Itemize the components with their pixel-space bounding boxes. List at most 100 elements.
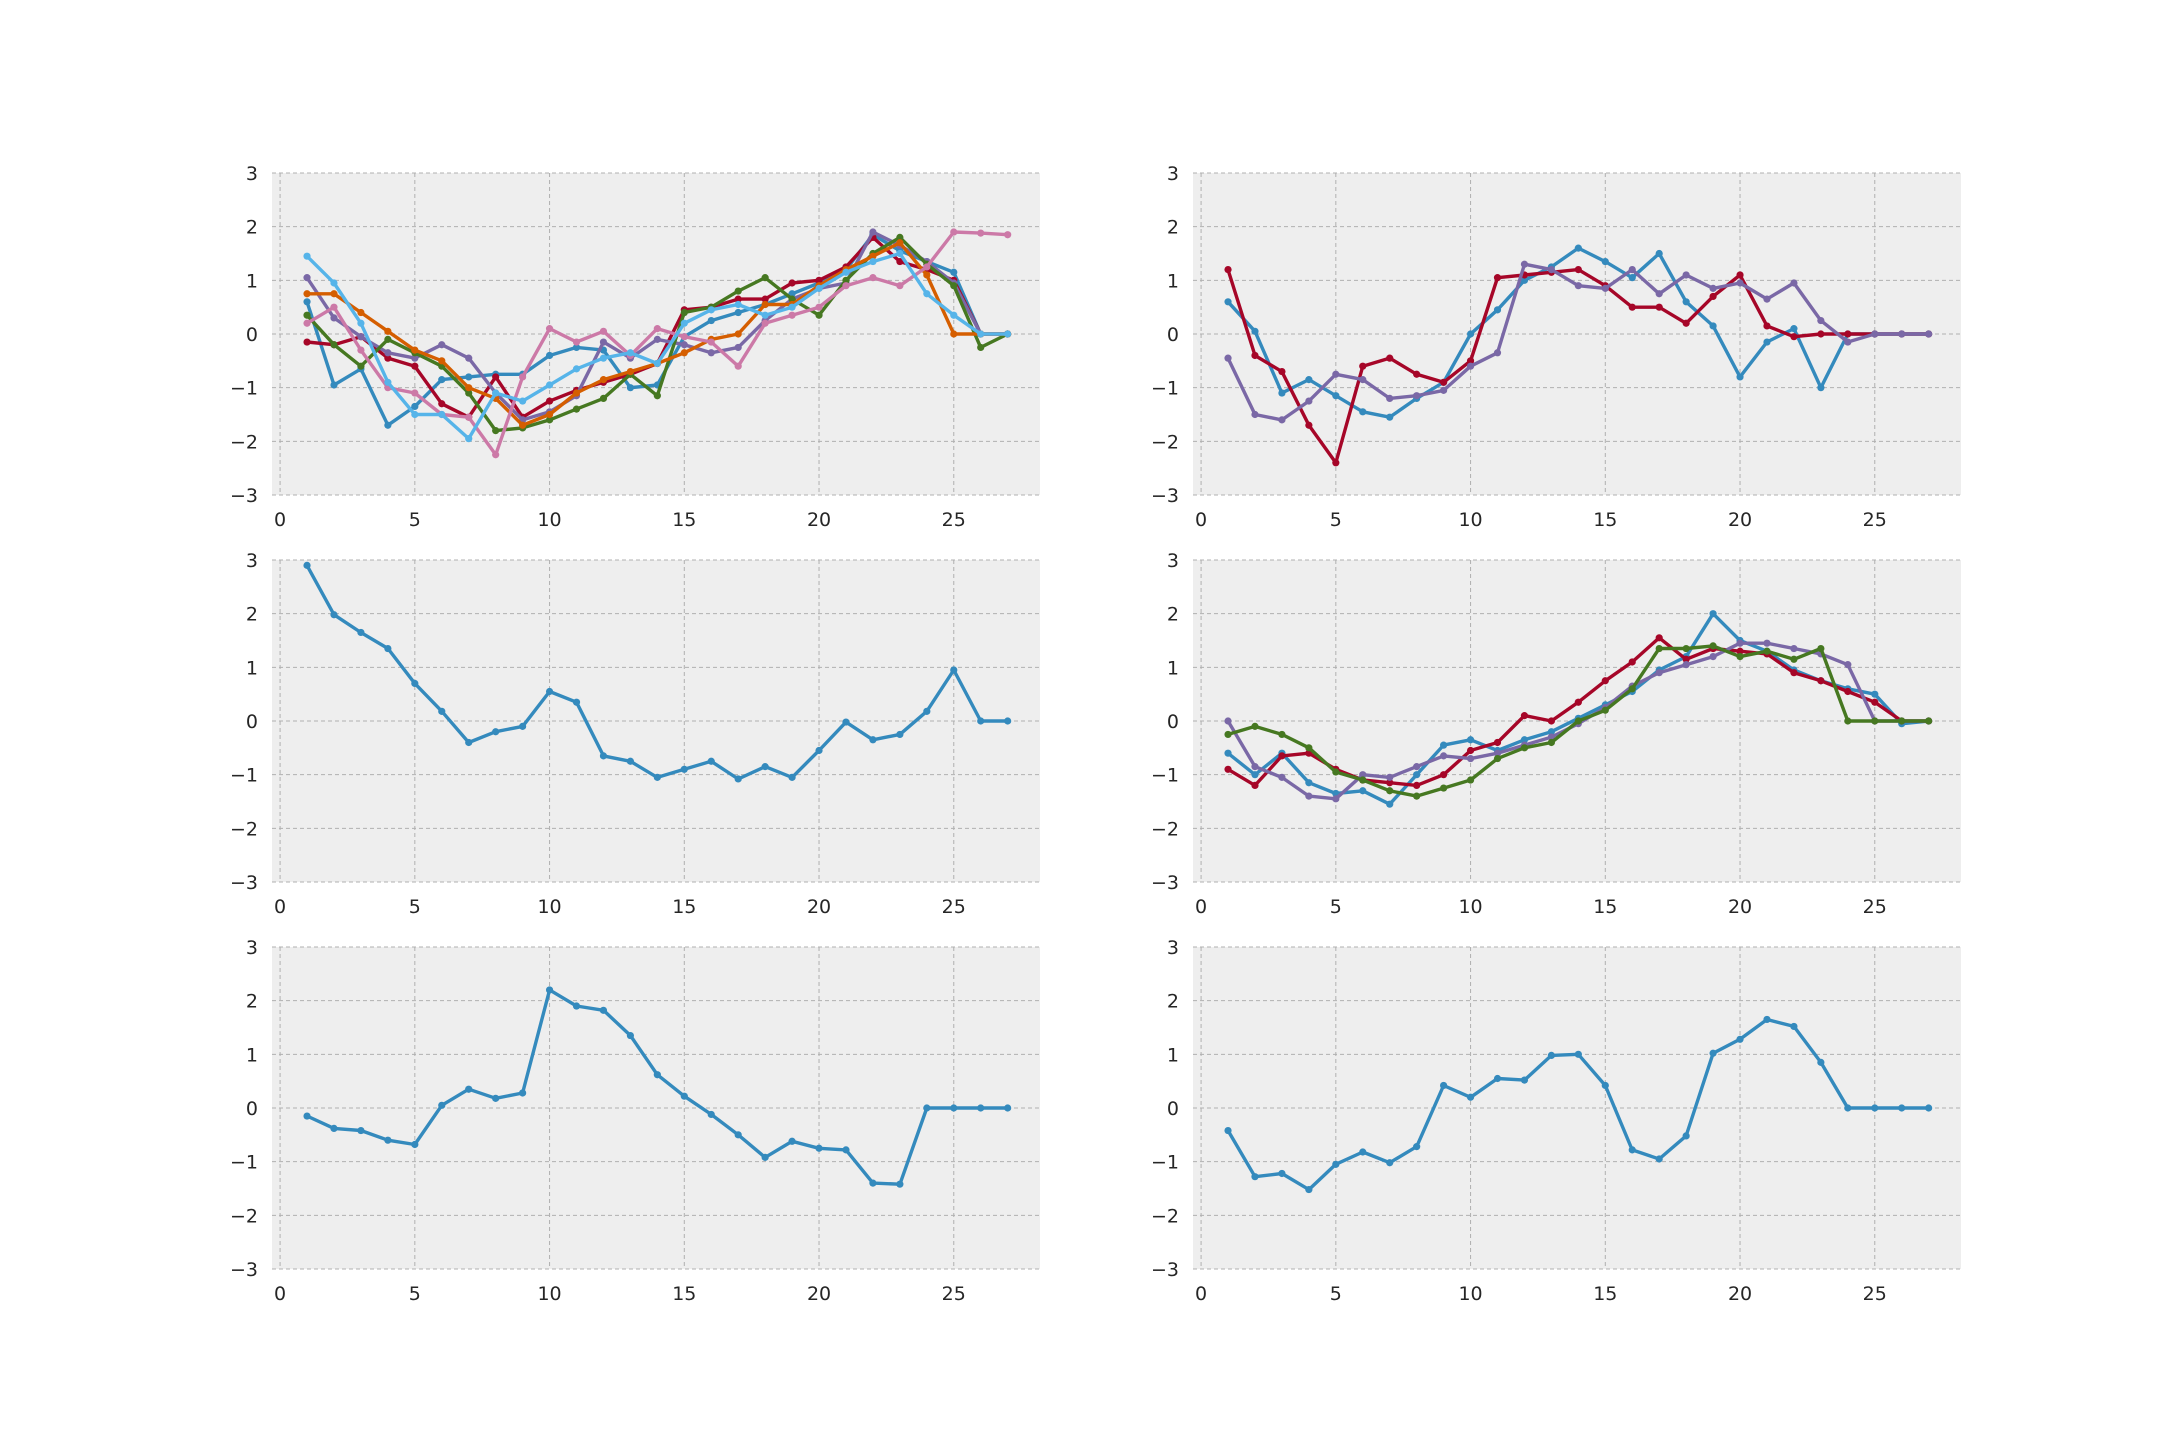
series-3-point [1736,279,1744,287]
series-1-point [950,268,958,276]
series-4-point [950,282,958,290]
series-1-point [653,773,661,781]
y-tick-label: 3 [246,550,258,572]
series-1-point [1655,249,1663,258]
x-tick-label: 5 [409,509,421,531]
series-3-point [1359,771,1367,779]
series-2-point [1440,771,1448,779]
series-1-point [788,773,796,781]
series-7-point [545,381,554,389]
series-5-point [572,389,581,397]
series-3-point [1871,330,1879,338]
y-tick-label: −1 [230,765,258,787]
series-7-point [680,319,688,327]
x-tick-label: 0 [274,896,286,918]
series-1-point [438,1101,446,1109]
x-tick-label: 20 [1728,1283,1752,1305]
series-1-point [330,611,338,619]
series-2-point [438,400,446,408]
series-2-point [1736,271,1744,279]
series-1-point [869,736,877,744]
y-tick-label: 0 [1167,1098,1179,1120]
series-1-point [303,298,311,306]
series-2-point [1413,370,1421,378]
x-tick-label: 20 [807,509,831,531]
x-tick-label: 0 [1195,509,1207,531]
x-tick-label: 0 [274,1283,286,1305]
series-1-point [1386,1159,1394,1167]
series-2-point [411,362,419,370]
series-1-point [1466,1093,1475,1101]
series-2-point [1359,362,1367,370]
series-2-point [384,354,392,362]
series-5-point [411,346,419,354]
y-tick-label: 3 [246,163,258,185]
series-1-point [788,1137,796,1145]
series-1-point [1413,1143,1421,1151]
series-1-point [1925,1104,1933,1112]
series-1-point [465,1085,473,1093]
series-5-point [950,330,958,338]
series-1-point [357,1126,365,1135]
series-1-point [1628,274,1636,282]
series-7-point [357,319,365,327]
series-2-point [492,373,500,381]
series-1-point [1601,257,1609,266]
y-tick-label: 0 [246,324,258,346]
series-7-point [977,330,985,338]
series-1-point [1251,771,1259,779]
series-1-point [492,728,500,736]
series-3-point [1224,354,1232,362]
y-tick-label: −2 [1151,1205,1179,1227]
series-4-point [1763,647,1771,655]
series-1-point [330,381,338,389]
y-tick-label: 2 [246,991,258,1013]
series-3-point [357,333,365,341]
series-6-point [492,451,500,459]
chart-panel-5: −3 −2 −1 0 1 2 3 0 5 10 15 20 25 [230,937,1040,1305]
series-6-point [734,362,742,370]
series-1-point [1305,1185,1313,1194]
series-4-point [1898,717,1906,725]
series-1-point [1251,327,1259,335]
series-3-point [1655,290,1663,298]
y-tick-label: 0 [1167,711,1179,733]
series-4-point [1359,776,1367,784]
series-5-point [357,308,365,317]
series-1-point [896,1180,904,1188]
x-tick-label: 10 [537,509,561,531]
series-3-point [734,343,742,352]
series-2-point [1251,781,1259,790]
series-2-point [1493,274,1502,282]
series-1-point [1278,389,1286,397]
series-4-point [1574,717,1582,725]
series-2-point [1682,655,1690,663]
y-tick-label: 3 [1167,163,1179,185]
series-3-point [1682,661,1690,669]
series-4-point [1440,784,1448,792]
series-3-point [1413,392,1421,400]
series-6-point [707,338,715,346]
series-2-point [1790,333,1798,341]
series-1-point [572,343,581,352]
y-tick-label: −3 [230,1259,258,1281]
series-1-point [545,687,554,696]
series-1-point [1574,244,1582,252]
series-1-point [1440,741,1448,749]
series-1-point [1224,298,1232,306]
series-3-point [1386,394,1394,402]
x-tick-label: 10 [537,896,561,918]
series-4-point [1682,644,1690,653]
series-2-point [1224,266,1232,274]
series-3-point [1224,717,1232,725]
series-1-point [815,746,823,755]
series-2-point [1817,330,1825,338]
series-3-point [330,314,338,322]
series-3-point [1440,752,1448,760]
series-1-point [1682,298,1690,306]
series-3-point [1790,279,1798,287]
x-tick-label: 25 [1863,509,1887,531]
series-1-point [545,986,554,994]
series-3-point [465,354,473,362]
series-3-point [1493,349,1502,357]
